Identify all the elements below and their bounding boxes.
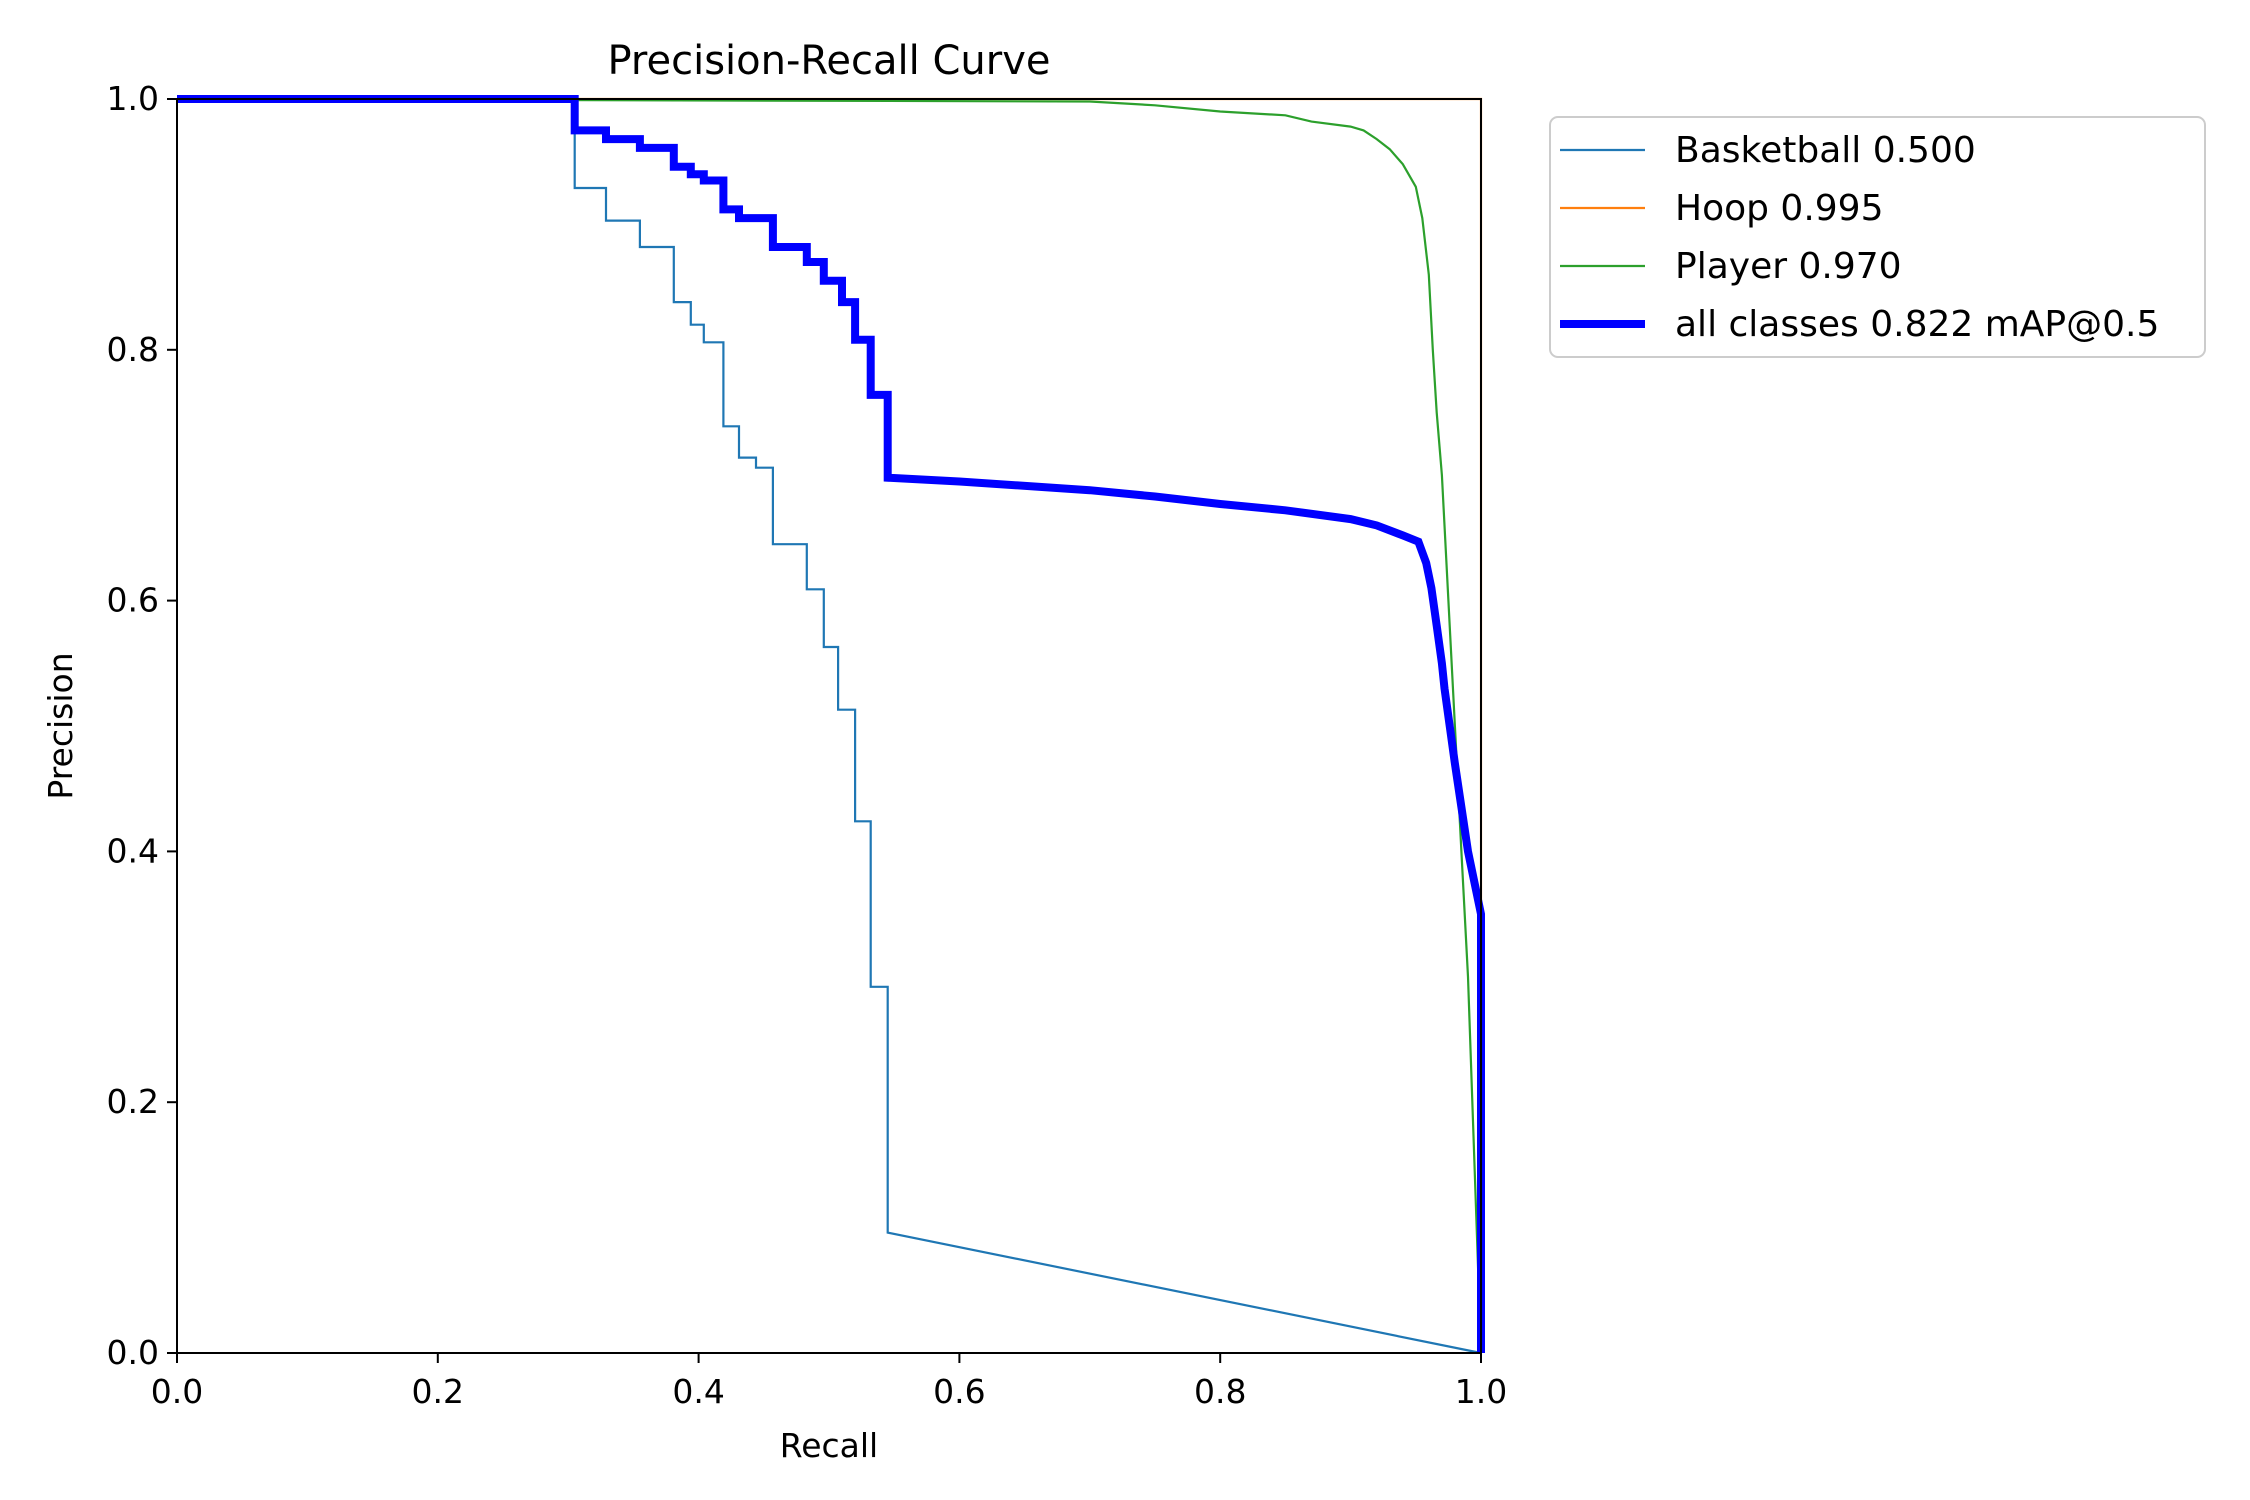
y-tick-label: 0.2 bbox=[107, 1082, 159, 1121]
x-tick-label: 0.0 bbox=[151, 1372, 203, 1411]
x-tick-label: 0.4 bbox=[672, 1372, 724, 1411]
series-line-0 bbox=[177, 97, 1482, 1355]
y-tick-label: 0.6 bbox=[107, 581, 159, 620]
y-tick-label: 0.0 bbox=[107, 1333, 159, 1372]
y-axis-ticks: 0.0 0.2 0.4 0.6 0.8 1.0 bbox=[107, 79, 177, 1372]
x-tick-label: 1.0 bbox=[1455, 1372, 1507, 1411]
series-line-2 bbox=[176, 97, 1483, 1354]
y-axis-label: Precision bbox=[41, 652, 80, 799]
y-tick-label: 0.4 bbox=[107, 831, 159, 870]
legend-label-2: Player 0.970 bbox=[1675, 246, 1902, 287]
y-tick-label: 1.0 bbox=[107, 79, 159, 118]
legend-label-3: all classes 0.822 mAP@0.5 bbox=[1675, 304, 2159, 345]
x-tick-label: 0.6 bbox=[933, 1372, 985, 1411]
legend-box bbox=[1549, 116, 2206, 358]
legend-label-1: Hoop 0.995 bbox=[1675, 188, 1883, 229]
y-tick-label: 0.8 bbox=[107, 330, 159, 369]
legend-label-0: Basketball 0.500 bbox=[1675, 130, 1976, 171]
x-axis-label: Recall bbox=[780, 1426, 878, 1465]
plot-frame bbox=[176, 98, 1482, 1354]
plot-area bbox=[176, 95, 1485, 1355]
legend-entries: Basketball 0.500 Hoop 0.995 Player 0.970 al… bbox=[1560, 130, 2159, 345]
x-tick-label: 0.2 bbox=[412, 1372, 464, 1411]
legend: Basketball 0.500 Hoop 0.995 Player 0.970 al… bbox=[1549, 116, 2206, 358]
x-tick-label: 0.8 bbox=[1194, 1372, 1246, 1411]
chart-title: Precision-Recall Curve bbox=[608, 38, 1051, 84]
series-line-3 bbox=[177, 95, 1485, 1353]
x-axis-ticks: 0.0 0.2 0.4 0.6 0.8 1.0 bbox=[151, 1353, 1507, 1411]
